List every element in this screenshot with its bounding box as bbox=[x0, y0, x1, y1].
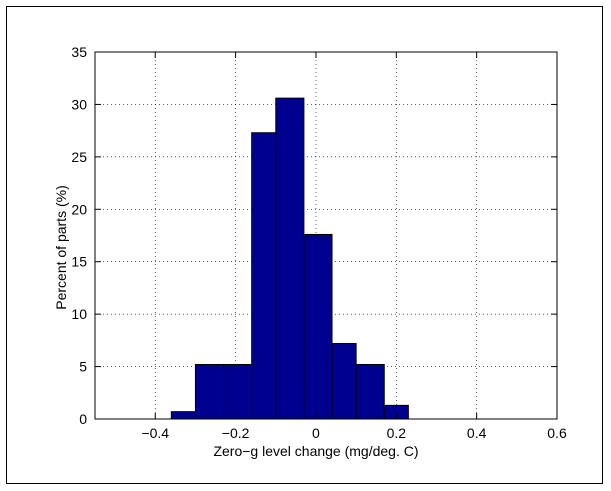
histogram-bar-3 bbox=[223, 363, 253, 420]
y-axis-label: Percent of parts (%) bbox=[53, 185, 69, 310]
x-tick-label: 0 bbox=[312, 425, 320, 441]
y-tick-label: 15 bbox=[71, 254, 87, 270]
histogram-bars bbox=[170, 97, 409, 420]
y-tick-labels: 0 5 10 15 20 25 30 35 bbox=[71, 44, 87, 427]
x-tick-label: 0.6 bbox=[547, 425, 567, 441]
histogram-bar-2 bbox=[194, 363, 225, 420]
histogram-bar-5 bbox=[275, 97, 305, 420]
y-tick-label: 30 bbox=[71, 96, 87, 112]
histogram-bar-7 bbox=[331, 343, 357, 420]
histogram-bar-8 bbox=[355, 363, 385, 420]
y-tick-label: 35 bbox=[71, 44, 87, 60]
x-tick-label: 0.2 bbox=[387, 425, 407, 441]
histogram-bar-6 bbox=[303, 233, 333, 420]
x-tick-label: −0.2 bbox=[222, 425, 250, 441]
y-tick-label: 20 bbox=[71, 201, 87, 217]
x-tick-label: −0.4 bbox=[141, 425, 169, 441]
axis-ticks bbox=[95, 51, 558, 420]
x-tick-labels: −0.4 −0.2 0 0.2 0.4 0.6 bbox=[141, 425, 567, 441]
y-tick-label: 25 bbox=[71, 149, 87, 165]
histogram-bar-4 bbox=[251, 132, 277, 420]
y-tick-label: 10 bbox=[71, 306, 87, 322]
y-tick-label: 0 bbox=[79, 411, 87, 427]
axes-box bbox=[94, 51, 558, 420]
x-tick-label: 0.4 bbox=[467, 425, 487, 441]
x-axis-label: Zero−g level change (mg/deg. C) bbox=[213, 443, 418, 459]
histogram-bar-1 bbox=[170, 411, 196, 420]
y-tick-label: 5 bbox=[79, 359, 87, 375]
